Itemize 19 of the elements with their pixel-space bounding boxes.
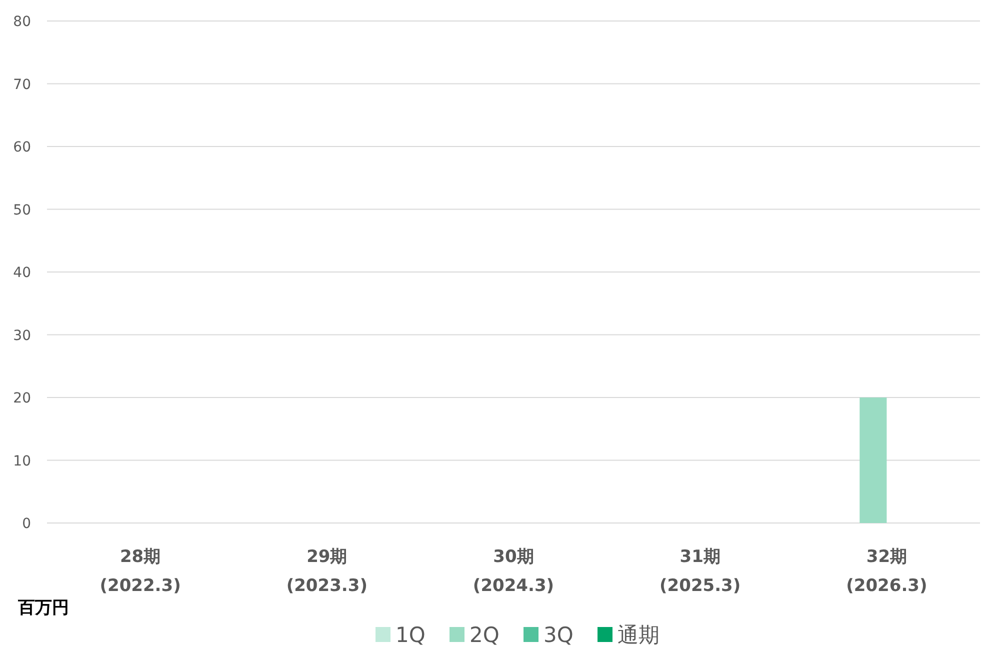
y-tick-label: 80 [13, 14, 31, 30]
legend-label: 3Q [544, 623, 574, 647]
x-tick-label: 30期 (2024.3) [472, 547, 554, 596]
y-tick-label: 60 [13, 140, 31, 156]
y-tick-label: 40 [13, 265, 31, 281]
legend-label: 通期 [618, 623, 660, 647]
y-tick-label: 30 [13, 328, 31, 344]
y-tick-label: 0 [22, 516, 31, 532]
x-tick-label: 32期 (2026.3) [846, 547, 928, 596]
x-tick-label: 28期 (2022.3) [100, 547, 181, 596]
y-tick-label: 50 [13, 202, 31, 218]
x-tick-label: 29期 (2023.3) [286, 547, 368, 596]
y-axis-title: 百万円 [17, 598, 69, 618]
y-tick-label: 70 [13, 76, 31, 93]
legend-label: 2Q [470, 623, 500, 647]
y-tick-label: 10 [13, 453, 31, 470]
y-tick-label: 20 [13, 390, 31, 406]
legend-label: 1Q [396, 623, 426, 647]
x-tick-label: 31期 (2025.3) [660, 547, 741, 596]
